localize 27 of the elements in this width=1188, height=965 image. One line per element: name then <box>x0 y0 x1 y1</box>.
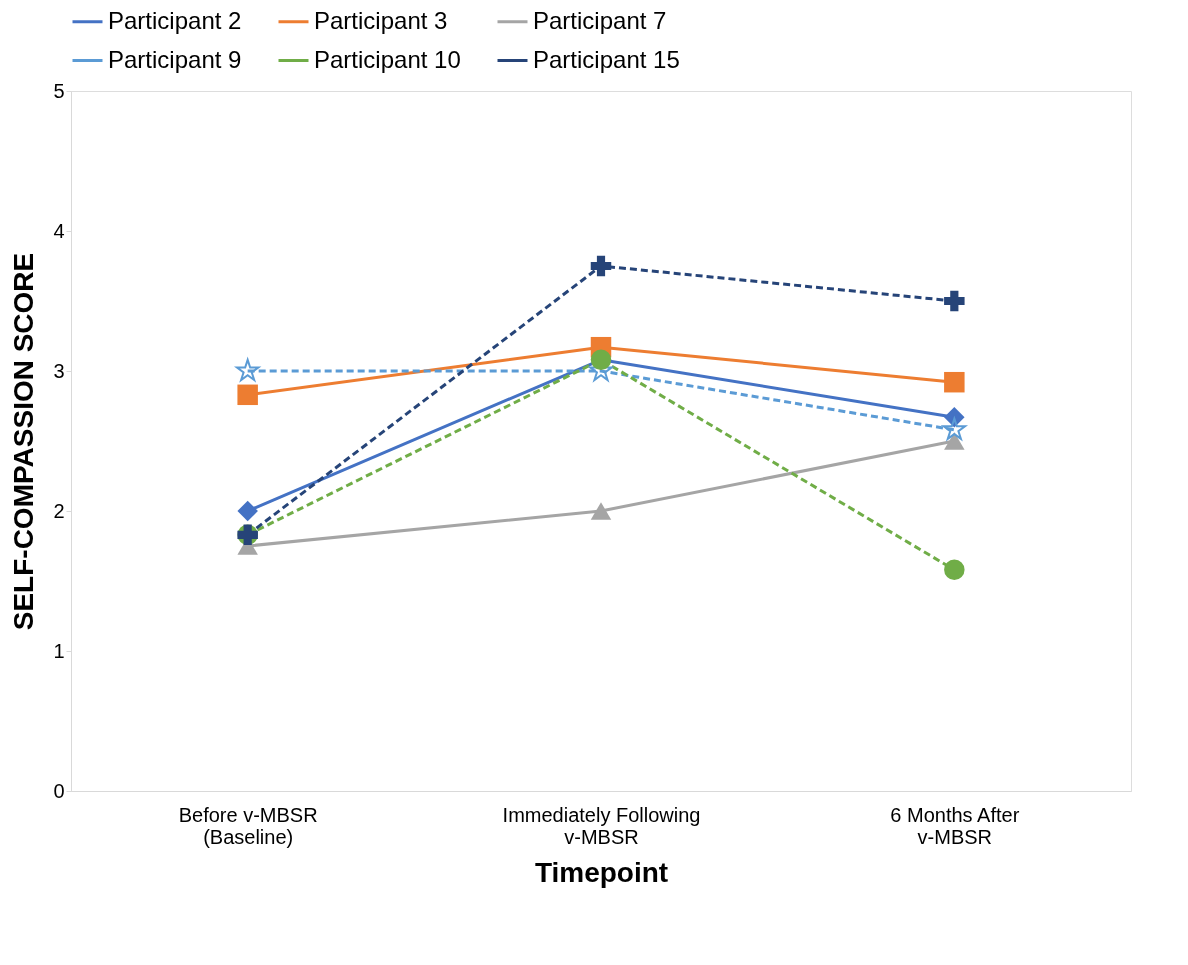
point <box>590 255 612 277</box>
y-tick-label: 1 <box>53 639 65 662</box>
legend-label: Participant 9 <box>108 45 242 73</box>
legend-label: Participant 2 <box>108 6 242 34</box>
x-tick-label: Immediately Following v-MBSR <box>502 803 701 848</box>
point <box>944 371 965 393</box>
legend-label: Participant 10 <box>314 45 461 73</box>
y-tick-label: 3 <box>53 359 65 382</box>
x-tick-label: 6 Months After v-MBSR <box>890 803 1020 848</box>
point <box>940 416 968 442</box>
legend-label: Participant 7 <box>533 6 667 34</box>
point <box>237 384 258 406</box>
y-tick-label: 4 <box>53 219 65 242</box>
x-axis-title: Timepoint <box>534 856 669 888</box>
x-tick-label: Before v-MBSR (Baseline) <box>178 803 318 848</box>
legend-label: Participant 3 <box>314 6 448 34</box>
point <box>590 502 612 520</box>
point <box>237 500 258 522</box>
y-axis-title: SELF-COMPASSION SCORE <box>8 252 40 631</box>
point <box>944 432 965 450</box>
y-tick-label: 2 <box>53 499 65 522</box>
point <box>944 559 965 581</box>
legend-label: Participant 15 <box>533 45 680 73</box>
y-tick-label: 0 <box>53 779 65 802</box>
y-tick-label: 5 <box>53 79 65 102</box>
point <box>234 356 262 383</box>
point <box>944 290 965 312</box>
